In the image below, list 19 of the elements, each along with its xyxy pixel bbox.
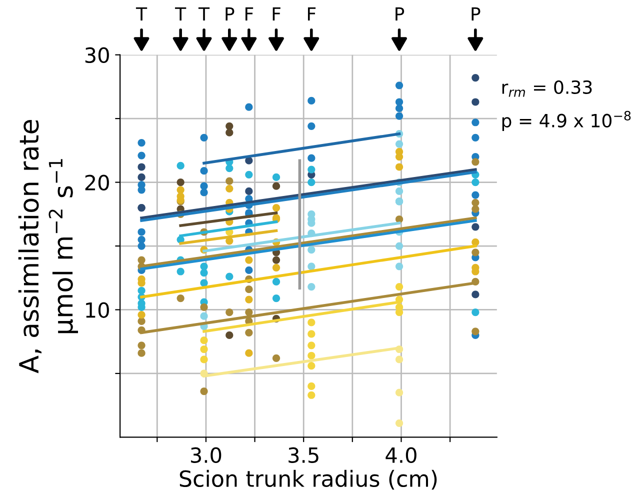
- y-axis-title: A, assimilation rate μmol m$^{−2}$ s$^{−1}$: [18, 120, 78, 374]
- text: r$_{rm}$ = 0.33: [502, 80, 592, 97]
- text: F: [246, 7, 254, 21]
- y-tick-label: 10: [86, 302, 109, 318]
- text: p = 4.9 x 10$^{−8}$: [502, 110, 631, 131]
- text: P: [226, 7, 234, 21]
- text: F: [272, 7, 280, 21]
- x-axis-title: Scion trunk radius (cm): [180, 470, 437, 490]
- text: T: [198, 7, 210, 21]
- x-tick-label: 4.0: [386, 447, 416, 464]
- y-tick-label: 20: [85, 174, 109, 190]
- x-tick-label: 3.0: [190, 447, 222, 464]
- text: T: [175, 7, 186, 21]
- text: F: [308, 7, 316, 21]
- y-tick-label: 30: [85, 47, 109, 64]
- text: P: [396, 7, 404, 21]
- text: P: [472, 7, 480, 21]
- text: T: [136, 7, 148, 21]
- x-tick-label: 3.5: [288, 447, 318, 464]
